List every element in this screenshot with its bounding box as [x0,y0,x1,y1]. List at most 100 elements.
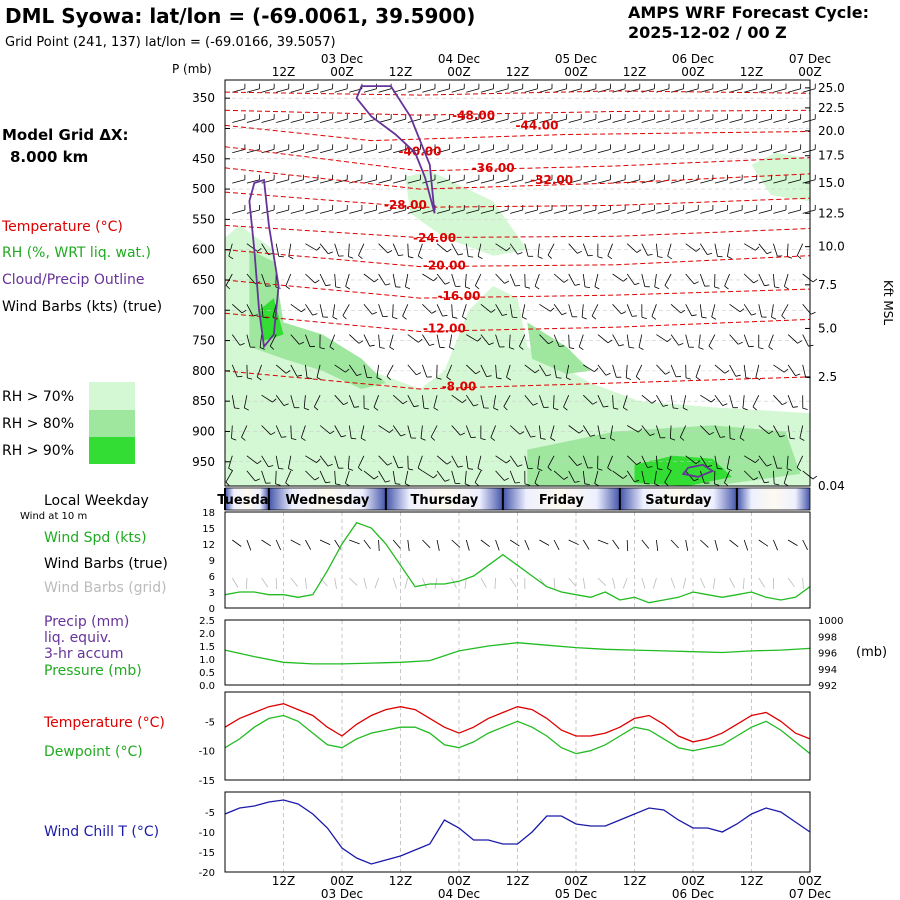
wind-barb [436,88,450,93]
y-tick-label: 6 [209,572,215,583]
wind-barb-flag [506,376,511,381]
temperature-contour-line [224,224,811,239]
wind-barb [436,149,450,154]
wind-barb-flag [792,406,798,408]
wind-barb [802,273,814,283]
wind-barb [348,243,350,257]
y-tick-label: 3 [209,588,215,599]
wind-barb [568,470,576,483]
weekday-cell [736,487,811,511]
y-tick-label: -10 [199,747,215,758]
wind-barb [729,209,743,214]
wind-barb-flag [657,256,663,258]
wind-barb-flag [288,256,294,259]
wind-barb [503,395,511,407]
windchill-series-label: Wind Chill T (°C) [44,824,159,840]
wind-barb [612,304,622,315]
wind-barb-grid [612,577,616,589]
wind-barb [402,304,409,317]
wind-barb-flag [509,347,515,350]
wind-barb [626,470,635,483]
temperature-contour-line [224,249,811,268]
wind-barb [276,179,289,184]
wind-barb [729,88,743,93]
wind-barb-flag [285,482,290,487]
wind-barb-flag [272,398,277,403]
wind-barb [495,364,497,378]
wind-barb [568,118,582,123]
wind-barb [783,470,789,484]
panel-frame [224,619,811,686]
wind-barb [583,209,597,214]
wind-barb-flag [457,465,463,468]
wind-barb [290,425,292,439]
wind-barb [373,395,379,408]
wind-barb [451,149,465,154]
wind-barb-true [232,539,242,547]
wind-barb [656,364,666,375]
wind-barb-flag [779,435,785,438]
wind-barb [670,364,677,378]
wind-barb [334,455,339,469]
wind-barb [568,304,573,317]
wind-barb-flag [724,370,730,374]
temperature-contour-line [224,279,811,299]
wind-barb-flag [231,438,237,441]
wind-barb [626,243,638,253]
wind-barb [568,209,582,214]
wind-barb [773,149,787,154]
wind-barb [714,179,728,184]
wind-barb [714,425,721,438]
temperature-contour-label: -8.00 [442,379,477,393]
wind-barb [612,364,617,378]
wind-barb [565,364,570,378]
wind-barb [480,395,485,408]
wind-barb-flag [477,337,482,342]
wind-barb [225,470,233,483]
wind-barb-flag [408,256,414,259]
wind-barb-flag [416,372,421,376]
wind-barb-flag [548,341,554,345]
wind-barb [594,470,599,484]
wind-barb-flag [634,479,640,483]
wind-barb-flag [651,399,657,404]
wind-barb-flag [270,431,276,436]
wind-barb [490,425,496,438]
wind-barb [612,470,624,479]
wind-barb [378,455,388,466]
wind-barb [290,303,302,313]
wind-barb-flag [636,461,642,466]
wind-barb [290,179,304,184]
wind-barb [347,455,350,469]
wind-barb [773,118,787,123]
wind-barb [276,209,289,214]
wind-barb-true [305,539,312,550]
wind-barb [553,334,560,347]
wind-barb [771,304,774,318]
wind-barb [436,179,450,184]
wind-barb [802,209,816,214]
rh-region-80 [527,322,591,374]
wind-barb-flag [517,464,523,467]
wind-barb [796,455,804,468]
wind-barb-true [582,539,590,550]
wind-barb-flag [329,346,335,351]
wind-barb [465,243,469,257]
kft-tick-label: 22.5 [818,101,845,115]
wind-barb [358,243,365,256]
y-tick-label: 9 [209,556,215,567]
wind-barb-flag [537,256,543,259]
wind-barb [334,364,346,373]
wind-barb-flag [417,467,423,472]
wind-barb-flag [358,340,364,344]
wind-barb-true [700,539,709,548]
wind-barb [329,334,336,347]
wind-barb-flag [413,405,419,408]
wind-barb-flag [225,481,230,487]
wind-barb [568,179,582,184]
wind-barb-flag [610,437,616,441]
wind-barb [349,118,363,123]
wind-barb-flag [444,282,450,285]
wind-barb [480,179,494,184]
bottom-hour-label: 12Z [740,874,764,888]
